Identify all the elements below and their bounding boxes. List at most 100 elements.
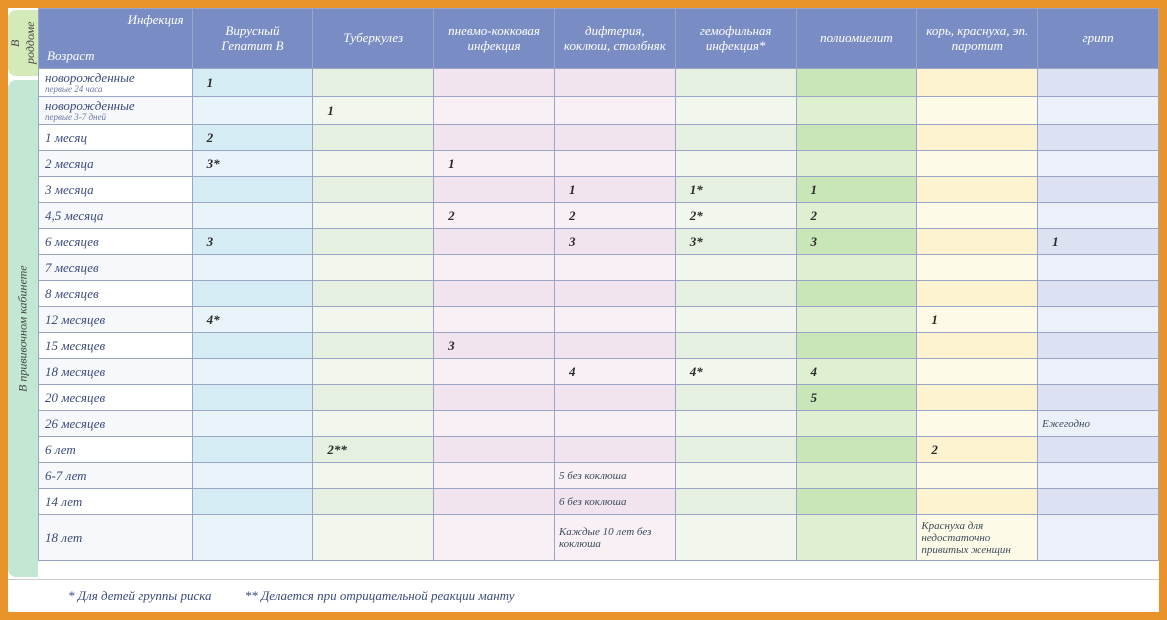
table-row: 2 месяца3*1 xyxy=(39,151,1159,177)
dose-cell xyxy=(554,281,675,307)
dose-cell: 2 xyxy=(917,437,1038,463)
dose-cell: 1* xyxy=(675,177,796,203)
table-row: 15 месяцев3 xyxy=(39,333,1159,359)
dose-cell xyxy=(192,489,313,515)
dose-cell xyxy=(554,307,675,333)
dose-cell xyxy=(796,437,917,463)
age-cell: 14 лет xyxy=(39,489,193,515)
dose-cell xyxy=(917,69,1038,97)
dose-cell xyxy=(796,333,917,359)
age-subtext: первые 24 часа xyxy=(45,85,186,94)
dose-cell xyxy=(313,125,434,151)
col-hib: гемофильная инфекция* xyxy=(675,9,796,69)
dose-cell xyxy=(1038,281,1159,307)
table-row: 12 месяцев4*1 xyxy=(39,307,1159,333)
dose-cell xyxy=(675,125,796,151)
dose-cell xyxy=(675,307,796,333)
dose-cell: 2 xyxy=(554,203,675,229)
table-wrap: Инфекция Возраст Вирусный Гепатит В Тубе… xyxy=(38,8,1159,579)
corner-label-infection: Инфекция xyxy=(128,13,184,28)
col-hepatitis-b: Вирусный Гепатит В xyxy=(192,9,313,69)
dose-cell xyxy=(434,463,555,489)
dose-cell: 2 xyxy=(796,203,917,229)
dose-cell xyxy=(1038,151,1159,177)
dose-cell xyxy=(192,255,313,281)
dose-cell xyxy=(192,333,313,359)
dose-cell xyxy=(1038,463,1159,489)
dose-cell xyxy=(192,177,313,203)
dose-cell xyxy=(917,125,1038,151)
dose-cell xyxy=(675,333,796,359)
dose-cell xyxy=(434,489,555,515)
dose-cell xyxy=(1038,333,1159,359)
dose-cell xyxy=(1038,385,1159,411)
age-cell: 26 месяцев xyxy=(39,411,193,437)
dose-cell xyxy=(313,151,434,177)
dose-cell xyxy=(434,125,555,151)
dose-cell: 5 без коклюша xyxy=(554,463,675,489)
dose-cell: 4 xyxy=(796,359,917,385)
age-cell: 8 месяцев xyxy=(39,281,193,307)
dose-cell xyxy=(675,69,796,97)
corner-cell: Инфекция Возраст xyxy=(39,9,193,69)
dose-cell xyxy=(554,97,675,125)
age-cell: 18 лет xyxy=(39,515,193,561)
dose-cell: 3 xyxy=(796,229,917,255)
corner-label-age: Возраст xyxy=(47,49,95,64)
dose-cell xyxy=(192,515,313,561)
dose-cell xyxy=(313,489,434,515)
dose-cell: 2 xyxy=(192,125,313,151)
dose-cell xyxy=(917,411,1038,437)
dose-cell xyxy=(192,463,313,489)
dose-cell xyxy=(434,411,555,437)
table-row: 6 месяцев333*31 xyxy=(39,229,1159,255)
table-row: 4,5 месяца222*2 xyxy=(39,203,1159,229)
dose-cell: 3 xyxy=(192,229,313,255)
dose-cell xyxy=(796,463,917,489)
dose-cell xyxy=(1038,255,1159,281)
dose-cell xyxy=(1038,515,1159,561)
dose-cell xyxy=(675,411,796,437)
dose-cell xyxy=(1038,307,1159,333)
dose-cell xyxy=(675,437,796,463)
dose-cell: 2 xyxy=(434,203,555,229)
dose-cell xyxy=(1038,437,1159,463)
dose-cell xyxy=(917,489,1038,515)
dose-cell xyxy=(313,411,434,437)
dose-cell xyxy=(313,333,434,359)
dose-cell xyxy=(675,151,796,177)
header-row: Инфекция Возраст Вирусный Гепатит В Тубе… xyxy=(39,9,1159,69)
dose-cell xyxy=(917,385,1038,411)
dose-cell xyxy=(1038,203,1159,229)
dose-cell xyxy=(554,411,675,437)
table-row: новорожденныепервые 3-7 дней1 xyxy=(39,97,1159,125)
table-row: 1 месяц2 xyxy=(39,125,1159,151)
age-cell: 18 месяцев xyxy=(39,359,193,385)
side-tab-clinic: В прививочном кабинете xyxy=(8,80,38,577)
dose-cell xyxy=(554,151,675,177)
dose-cell xyxy=(917,333,1038,359)
table-row: 6-7 лет5 без коклюша xyxy=(39,463,1159,489)
age-cell: 2 месяца xyxy=(39,151,193,177)
col-dtp: дифтерия, коклюш, столбняк xyxy=(554,9,675,69)
table-row: 8 месяцев xyxy=(39,281,1159,307)
dose-cell: 1 xyxy=(796,177,917,203)
table-row: 3 месяца11*1 xyxy=(39,177,1159,203)
dose-cell xyxy=(796,515,917,561)
dose-cell xyxy=(313,281,434,307)
dose-cell: 1 xyxy=(192,69,313,97)
dose-cell: Краснуха для недостаточно привитых женщи… xyxy=(917,515,1038,561)
dose-cell xyxy=(917,97,1038,125)
dose-cell xyxy=(796,281,917,307)
dose-cell xyxy=(313,69,434,97)
dose-cell xyxy=(434,437,555,463)
dose-cell: 6 без коклюша xyxy=(554,489,675,515)
dose-cell xyxy=(917,203,1038,229)
dose-cell: 3* xyxy=(675,229,796,255)
dose-cell: 4* xyxy=(192,307,313,333)
dose-cell xyxy=(434,69,555,97)
table-row: 18 летКаждые 10 лет без коклюшаКраснуха … xyxy=(39,515,1159,561)
dose-cell xyxy=(1038,489,1159,515)
dose-cell xyxy=(675,385,796,411)
dose-cell xyxy=(434,255,555,281)
